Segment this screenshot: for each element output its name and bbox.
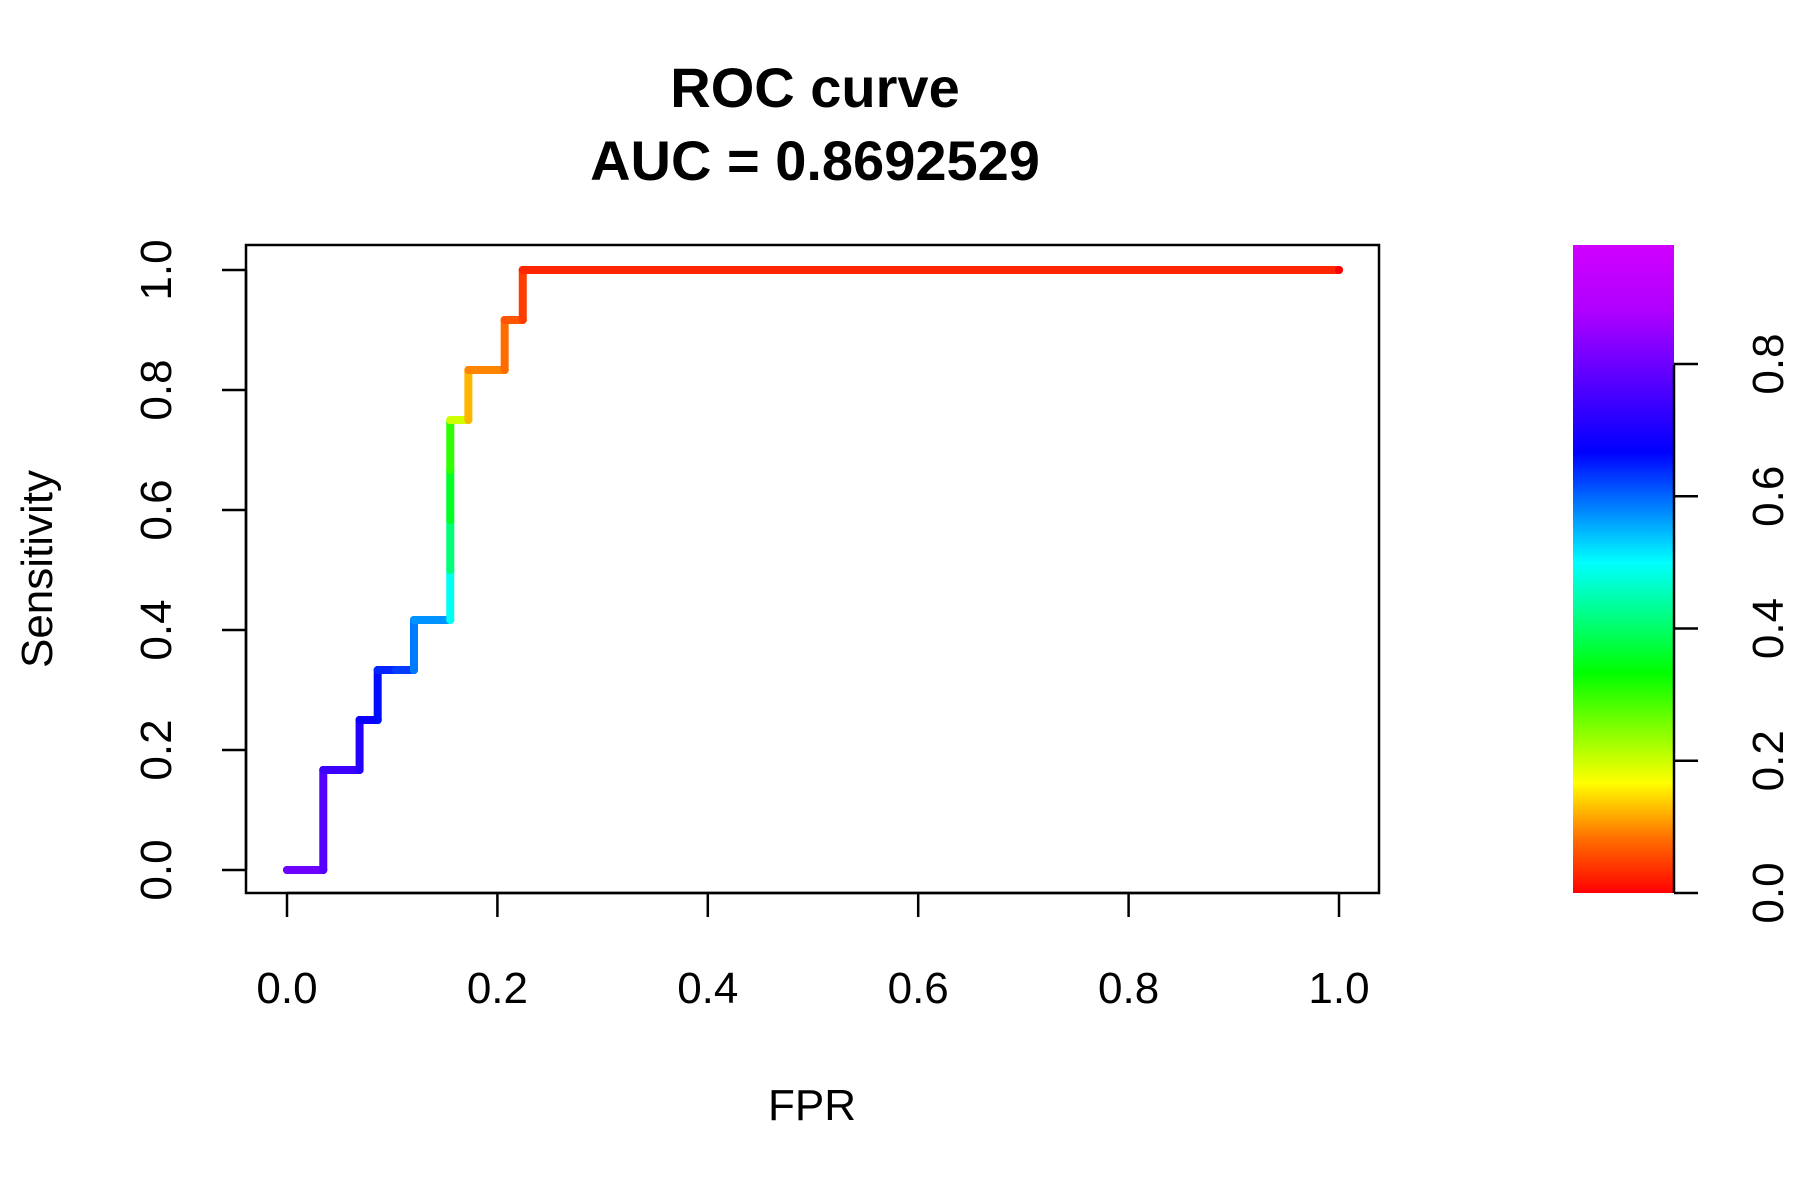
- roc-point: [446, 615, 455, 624]
- x-tick-label: 0.2: [467, 964, 528, 1013]
- roc-point: [446, 465, 455, 474]
- roc-point: [446, 566, 455, 574]
- x-tick-label: 1.0: [1308, 964, 1369, 1013]
- y-tick-label: 0.2: [132, 719, 181, 780]
- roc-point: [373, 666, 382, 675]
- roc-point: [409, 615, 418, 624]
- roc-point: [500, 366, 509, 375]
- roc-point: [373, 716, 382, 724]
- roc-point: [319, 765, 328, 774]
- y-tick-label: 0.0: [132, 839, 181, 900]
- roc-point: [1335, 266, 1343, 274]
- plot-frame: [244, 243, 1381, 895]
- colorbar-tick-label: 0.6: [1744, 466, 1793, 527]
- roc-point: [446, 516, 455, 525]
- roc-point: [283, 866, 291, 874]
- chart-title: ROC curve: [670, 56, 959, 119]
- roc-point: [391, 666, 400, 675]
- colorbar-tick-label: 0.4: [1744, 598, 1793, 659]
- x-axis-label: FPR: [768, 1081, 856, 1130]
- x-tick-label: 0.6: [888, 964, 949, 1013]
- roc-point: [409, 666, 418, 675]
- roc-point: [500, 315, 509, 324]
- chart-subtitle: AUC = 0.8692529: [590, 129, 1040, 192]
- roc-point: [464, 366, 473, 375]
- colorbar-axis: 0.0 0.2 0.4 0.6 0.8: [1674, 333, 1793, 924]
- y-axis: 0.0 0.2 0.4 0.6 0.8 1.0: [132, 239, 248, 901]
- roc-point: [464, 416, 473, 424]
- roc-point: [355, 765, 364, 774]
- roc-point: [518, 315, 527, 324]
- y-tick-label: 1.0: [132, 239, 181, 300]
- roc-point: [319, 866, 328, 874]
- colorbar: [1573, 245, 1674, 893]
- x-tick-label: 0.8: [1098, 964, 1159, 1013]
- colorbar-tick-label: 0.2: [1744, 730, 1793, 791]
- y-tick-label: 0.8: [132, 359, 181, 420]
- roc-line: [283, 266, 1343, 874]
- roc-point: [355, 716, 364, 724]
- x-tick-label: 0.0: [256, 964, 317, 1013]
- x-tick-label: 0.4: [677, 964, 738, 1013]
- y-tick-label: 0.4: [132, 599, 181, 660]
- y-axis-label: Sensitivity: [13, 470, 62, 668]
- colorbar-tick-label: 0.8: [1744, 333, 1793, 394]
- roc-point: [446, 416, 455, 424]
- colorbar-tick-label: 0.0: [1744, 862, 1793, 923]
- roc-point: [518, 266, 527, 274]
- y-tick-label: 0.6: [132, 479, 181, 540]
- x-axis: 0.0 0.2 0.4 0.6 0.8 1.0: [256, 891, 1370, 1013]
